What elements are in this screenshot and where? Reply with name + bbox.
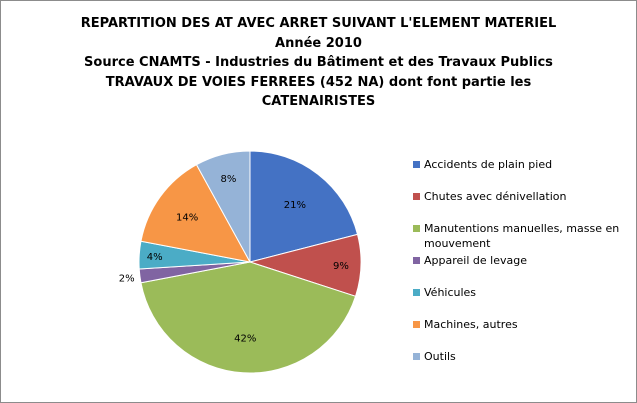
legend-swatch-5 bbox=[413, 289, 420, 296]
pie-slice-6 bbox=[140, 164, 251, 263]
legend-label-4: Appareil de levage bbox=[424, 254, 527, 267]
chart-title-line-4: TRAVAUX DE VOIES FERREES (452 NA) dont f… bbox=[105, 74, 532, 90]
legend-swatch-1 bbox=[413, 161, 420, 168]
legend-swatch-3 bbox=[413, 225, 420, 232]
pie-data-label-1: 21% bbox=[284, 200, 306, 211]
chart-title-line-5: CATENAIRISTES bbox=[261, 94, 376, 109]
pie-data-label-5: 4% bbox=[147, 252, 163, 263]
chart-title-line-2: Année 2010 bbox=[275, 35, 362, 51]
pie-data-label-4: 2% bbox=[119, 274, 135, 285]
pie-data-label-6: 14% bbox=[176, 212, 198, 223]
pie-data-label-2: 9% bbox=[333, 261, 349, 272]
pie-slice-3 bbox=[140, 261, 357, 374]
legend-swatch-4 bbox=[413, 257, 420, 264]
chart-title: REPARTITION DES AT AVEC ARRET SUIVANT L'… bbox=[1, 14, 636, 112]
legend-label-7: Outils bbox=[424, 350, 456, 363]
legend-label-1: Accidents de plain pied bbox=[424, 158, 553, 171]
legend-swatch-6 bbox=[413, 321, 420, 328]
legend-label-2: Chutes avec dénivellation bbox=[424, 190, 567, 203]
chart-title-line-3: Source CNAMTS - Industries du Bâtiment e… bbox=[84, 55, 553, 70]
legend-label-6: Machines, autres bbox=[424, 318, 518, 331]
chart-title-line-1: REPARTITION DES AT AVEC ARRET SUIVANT L'… bbox=[80, 16, 557, 31]
pie-data-label-7: 8% bbox=[221, 174, 237, 185]
pie-slice-7 bbox=[195, 150, 251, 263]
pie-slice-1 bbox=[249, 150, 359, 263]
legend-label-3: Manutentions manuelles, masse en mouveme… bbox=[424, 222, 620, 250]
legend-swatch-7 bbox=[413, 353, 420, 360]
pie-data-label-3: 42% bbox=[234, 333, 256, 344]
legend-label-5: Véhicules bbox=[424, 286, 477, 299]
legend-swatch-2 bbox=[413, 193, 420, 200]
